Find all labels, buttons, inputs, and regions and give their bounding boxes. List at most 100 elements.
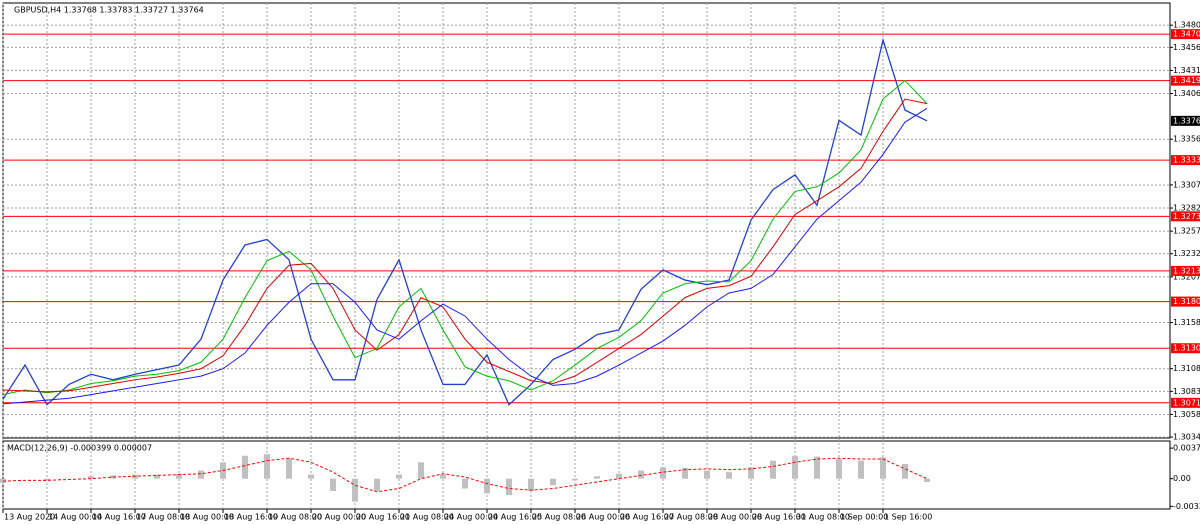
y-tick-label: 1.31080 — [1173, 364, 1200, 373]
x-tick-label: 18 Aug 00:00 — [180, 513, 234, 522]
macd-bar — [154, 474, 160, 479]
x-tick-label: 25 Aug 08:00 — [532, 513, 586, 522]
macd-bar — [770, 460, 776, 479]
level-label: 1.33339 — [1173, 156, 1200, 165]
macd-bar — [286, 458, 292, 479]
macd-bar — [748, 467, 754, 479]
level-tag — [1171, 296, 1200, 307]
x-tick-label: 28 Aug 00:00 — [708, 513, 762, 522]
x-tick-label: 28 Aug 16:00 — [752, 513, 806, 522]
level-label: 1.32730 — [1173, 212, 1200, 221]
level-tag — [1171, 75, 1200, 86]
level-tag — [1171, 29, 1200, 40]
x-tick-label: 24 Aug 00:00 — [444, 513, 498, 522]
x-tick-label: 21 Aug 08:00 — [400, 513, 454, 522]
x-tick-label: 27 Aug 08:00 — [664, 513, 718, 522]
layer: 1.34800 1.34560 1.34310 1.34060 1.33565 1.330… — [0, 3, 1200, 522]
macd-bar — [198, 470, 204, 479]
macd-bar — [506, 478, 512, 496]
macd-bar — [418, 462, 424, 479]
level-tag — [1171, 397, 1200, 408]
level-label: 1.31302 — [1173, 344, 1200, 353]
macd-bar — [858, 460, 864, 479]
y-tick-label: 1.33070 — [1173, 180, 1200, 189]
y-tick-label: 1.30585 — [1173, 410, 1200, 419]
level-label: 1.32139 — [1173, 266, 1200, 275]
y-tick-label: 1.34560 — [1173, 43, 1200, 52]
macd-bar — [462, 478, 468, 489]
y-tick-label: 1.30835 — [1173, 387, 1200, 396]
y-tick-label: 1.32075 — [1173, 272, 1200, 281]
x-tick-label: 17 Aug 08:00 — [136, 513, 190, 522]
level-tag — [1171, 211, 1200, 222]
macd-bar — [528, 478, 534, 491]
price-line — [2, 37, 928, 406]
macd-bar — [374, 478, 380, 491]
y-tick-label: 1.33565 — [1173, 135, 1200, 144]
y-tick-label: 1.34060 — [1173, 89, 1200, 98]
macd-bar — [704, 470, 710, 479]
x-tick-label: 31 Aug 08:00 — [796, 513, 850, 522]
level-label: 1.31807 — [1173, 297, 1200, 306]
level-label: 1.34703 — [1173, 30, 1200, 39]
macd-bar — [572, 478, 578, 481]
macd-bar — [594, 476, 600, 479]
macd-bar — [352, 478, 358, 502]
x-tick-label: 14 Aug 16:00 — [92, 513, 146, 522]
macd-bar — [330, 478, 336, 491]
moving-average — [2, 98, 928, 393]
y-tick-label: 0.003733 — [1173, 444, 1200, 453]
y-tick-label: 0.00 — [1173, 474, 1191, 483]
macd-bar — [264, 454, 270, 479]
macd-bar — [814, 456, 820, 479]
y-tick-label: 1.31580 — [1173, 318, 1200, 327]
level-tag — [1171, 265, 1200, 276]
moving-average — [2, 79, 928, 396]
x-tick-label: 1 Sep 00:00 — [840, 513, 888, 522]
x-tick-label: 20 Aug 16:00 — [356, 513, 410, 522]
macd-title: MACD(12,26,9) -0.000399 0.000007 — [7, 444, 152, 453]
x-tick-label: 1 Sep 16:00 — [884, 513, 932, 522]
macd-bar — [638, 470, 644, 479]
macd-bar — [924, 478, 930, 482]
last-price-tag — [1171, 115, 1200, 126]
macd-bar — [88, 476, 94, 479]
macd-bar — [792, 455, 798, 479]
x-tick-label: 18 Aug 16:00 — [224, 513, 278, 522]
macd-bar — [550, 478, 556, 486]
x-tick-label: 13 Aug 2020 — [4, 513, 55, 522]
macd-bar — [396, 474, 402, 479]
level-tag — [1171, 343, 1200, 354]
y-tick-label: 1.34800 — [1173, 21, 1200, 30]
x-tick-label: 20 Aug 00:00 — [312, 513, 366, 522]
last-price-label: 1.33764 — [1173, 116, 1200, 125]
x-tick-label: 24 Aug 16:00 — [488, 513, 542, 522]
macd-bar — [440, 474, 446, 479]
y-tick-label: -0.003375 — [1173, 502, 1200, 511]
macd-bar — [484, 478, 490, 494]
macd-bar — [660, 467, 666, 479]
y-tick-label: 1.34310 — [1173, 66, 1200, 75]
x-tick-label: 26 Aug 16:00 — [620, 513, 674, 522]
chart-title: GBPUSD,H4 1.33768 1.33783 1.33727 1.3376… — [14, 6, 204, 15]
macd-bar — [880, 457, 886, 479]
level-label: 1.34199 — [1173, 76, 1200, 85]
macd-bar — [836, 459, 842, 479]
macd-bar — [242, 455, 248, 479]
macd-bar — [682, 468, 688, 479]
macd-bar — [308, 474, 314, 479]
macd-bar — [726, 472, 732, 479]
x-tick-label: 26 Aug 00:00 — [576, 513, 630, 522]
y-tick-label: 1.32570 — [1173, 227, 1200, 236]
y-tick-label: 1.32325 — [1173, 249, 1200, 258]
level-tag — [1171, 155, 1200, 166]
x-tick-label: 19 Aug 08:00 — [268, 513, 322, 522]
macd-bar — [616, 473, 622, 479]
x-tick-label: 14 Aug 00:00 — [48, 513, 102, 522]
y-tick-label: 1.32820 — [1173, 204, 1200, 213]
macd-bar — [902, 463, 908, 479]
